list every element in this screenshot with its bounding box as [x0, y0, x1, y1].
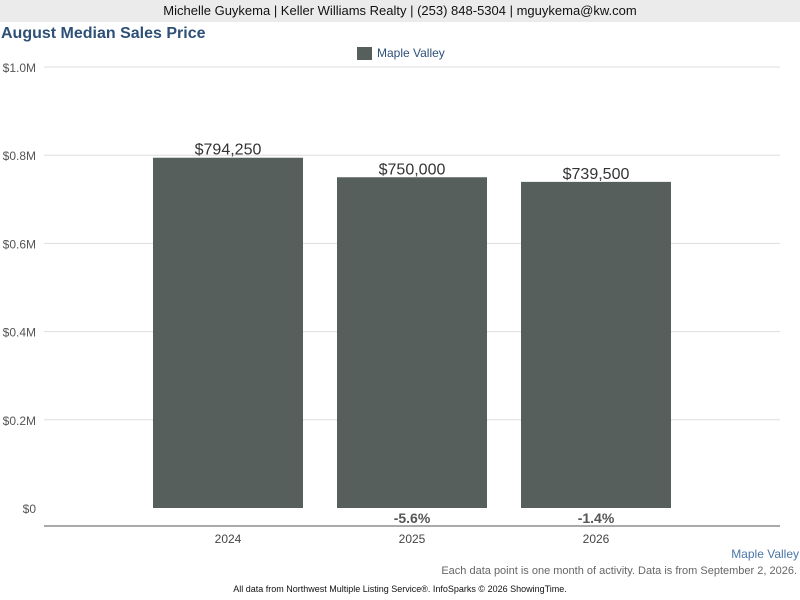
agent-contact-text: Michelle Guykema | Keller Williams Realt…: [163, 3, 637, 18]
x-tick-label: 2026: [583, 532, 610, 546]
chart-title: August Median Sales Price: [1, 25, 206, 42]
y-tick-label: $0: [23, 502, 37, 516]
bar-change-label: -1.4%: [578, 510, 615, 526]
y-tick-label: $0.8M: [3, 149, 36, 163]
bar: [337, 177, 487, 508]
bar-value-label: $794,250: [195, 142, 262, 159]
bar: [521, 181, 671, 508]
bar: [153, 157, 303, 508]
y-tick-label: $0.6M: [3, 237, 36, 251]
bar-change-label: -5.6%: [394, 510, 431, 526]
bar-value-label: $739,500: [563, 166, 630, 183]
data-footnote: Each data point is one month of activity…: [441, 565, 797, 577]
agent-contact-bar: Michelle Guykema | Keller Williams Realt…: [0, 0, 800, 22]
x-tick-label: 2024: [215, 532, 242, 546]
y-tick-label: $0.4M: [3, 326, 36, 340]
chart-legend: Maple Valley: [357, 46, 445, 60]
x-tick-label: 2025: [399, 532, 426, 546]
legend-swatch: [357, 46, 372, 60]
legend-label: Maple Valley: [377, 46, 445, 60]
data-attribution: All data from Northwest Multiple Listing…: [233, 584, 567, 594]
bar-value-label: $750,000: [379, 161, 446, 178]
y-tick-label: $0.2M: [3, 414, 36, 428]
series-footer-label: Maple Valley: [731, 547, 799, 561]
y-tick-label: $1.0M: [3, 61, 36, 75]
